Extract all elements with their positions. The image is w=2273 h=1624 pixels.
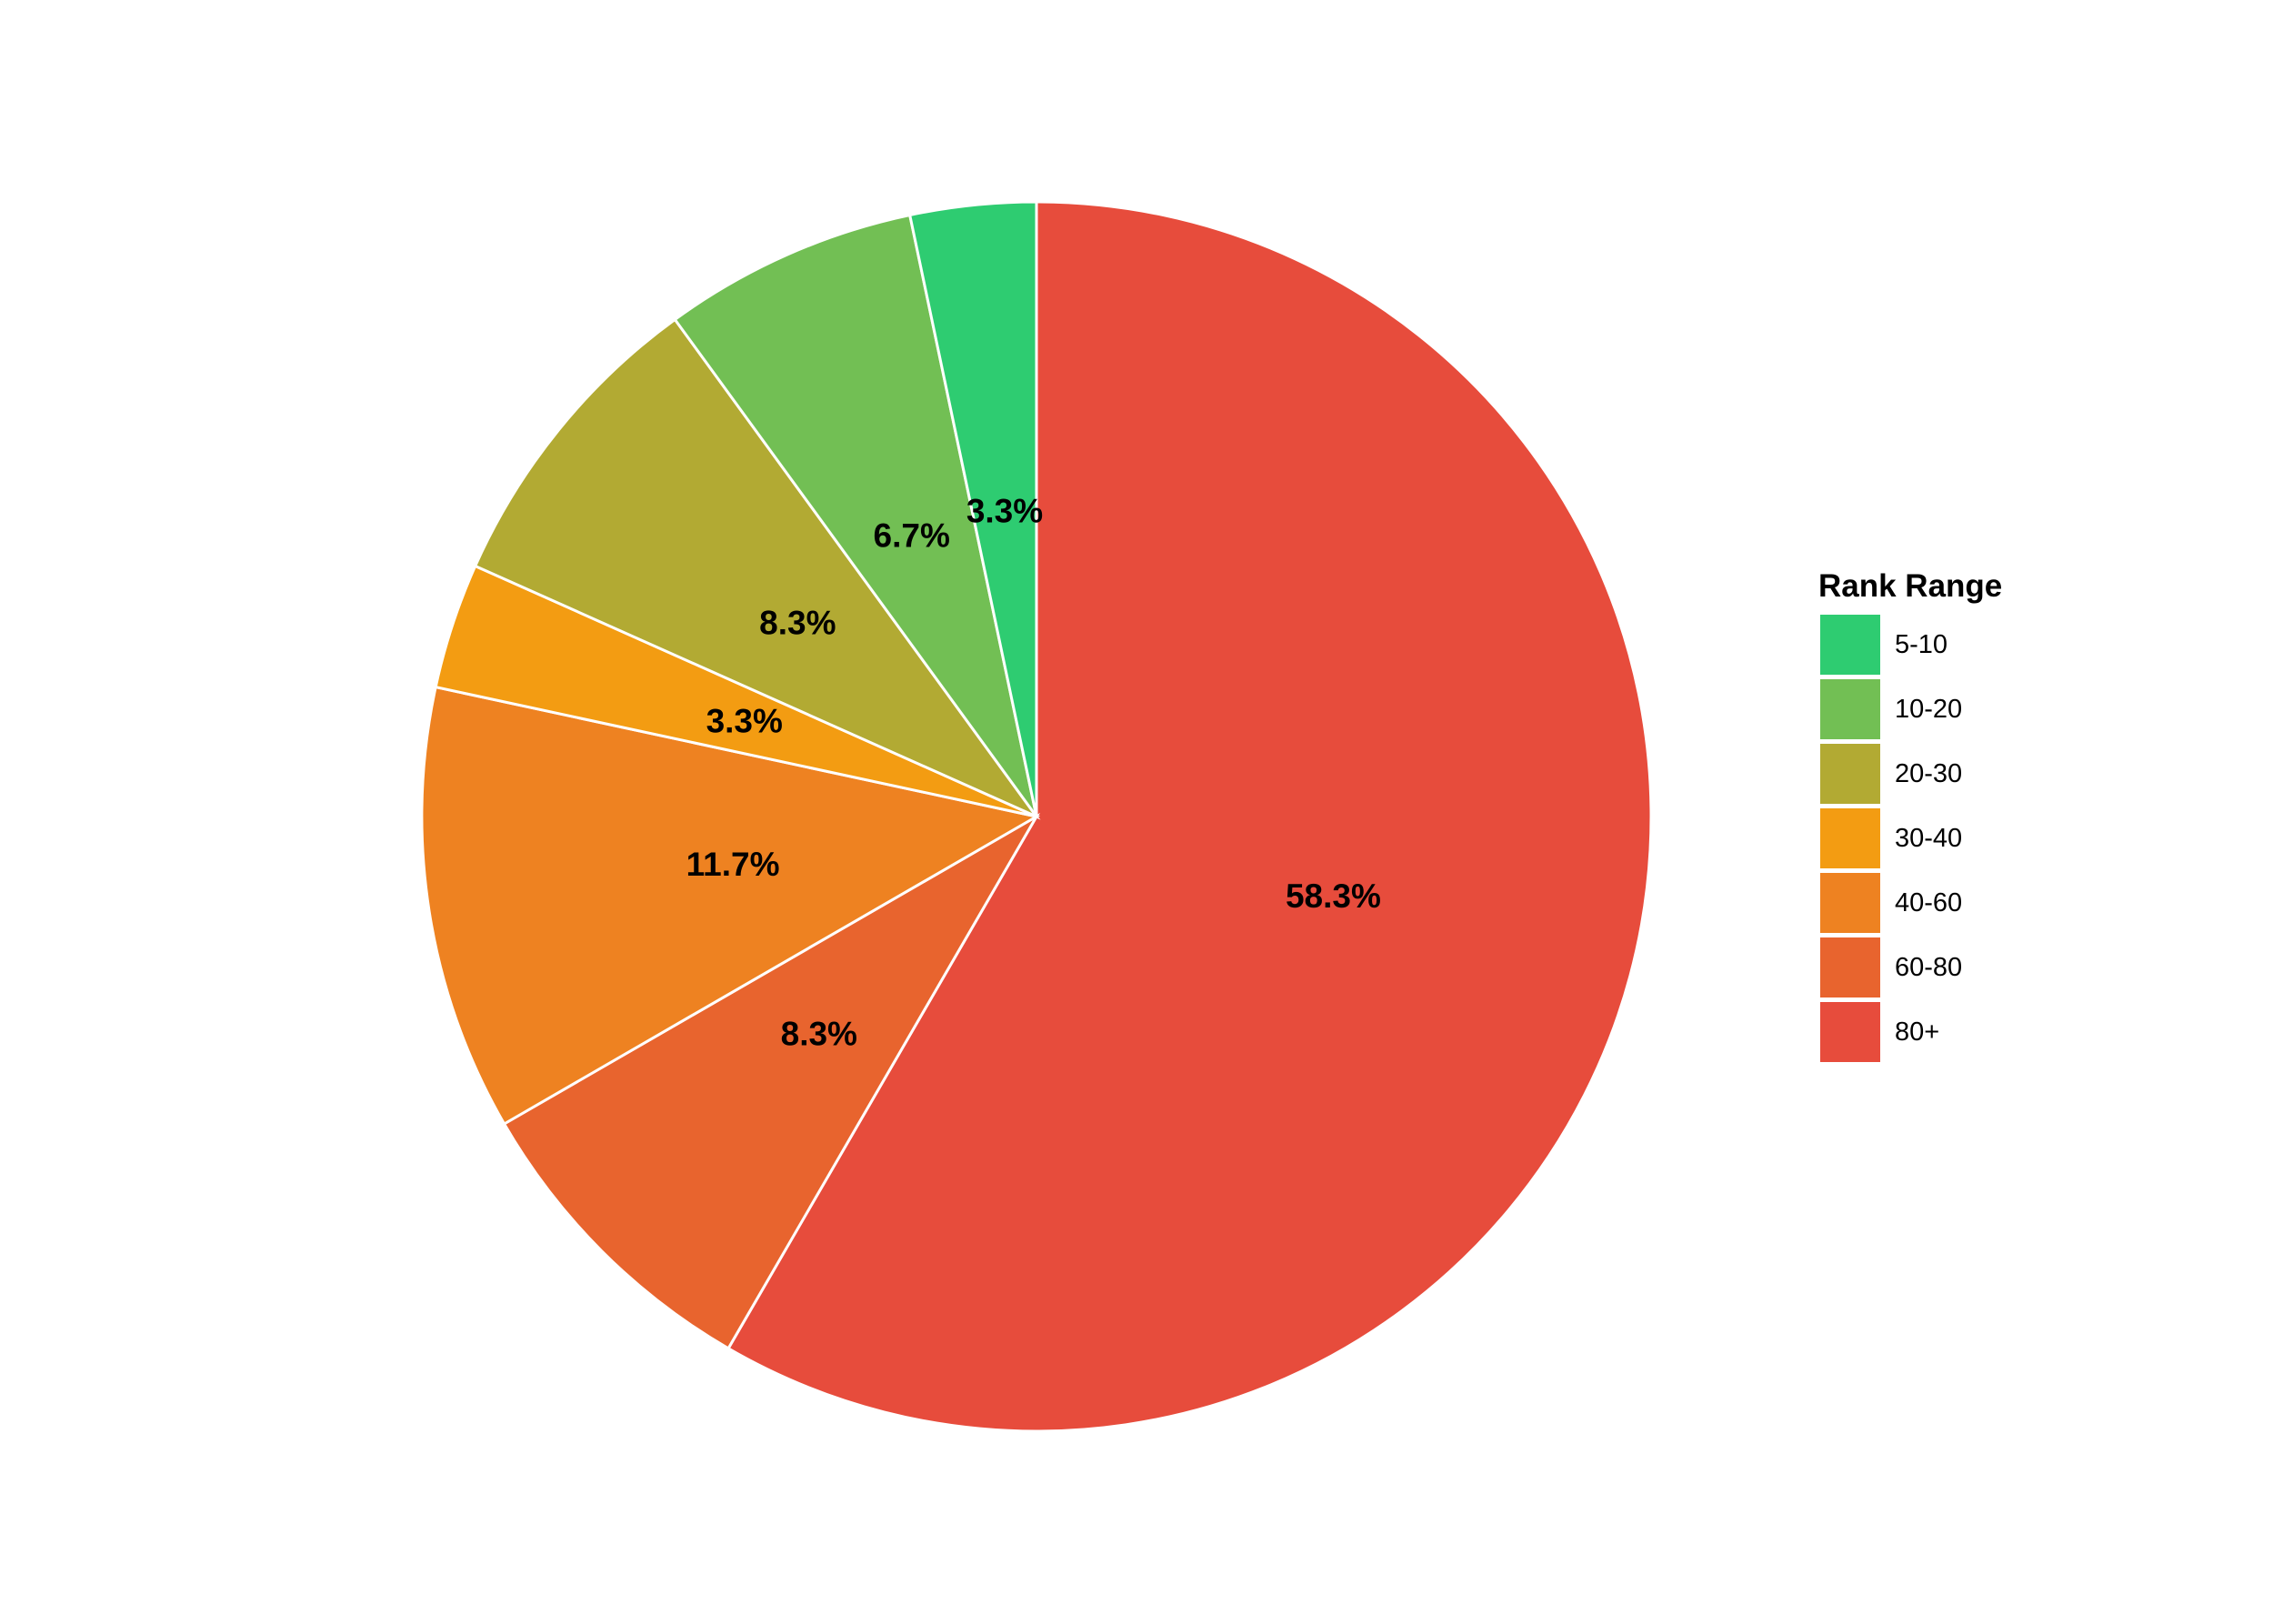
legend: Rank Range 5-10 10-20 20-30 30-40 40-60 60-80…: [1818, 568, 2002, 1062]
legend-swatch-80plus: [1820, 1002, 1880, 1062]
legend-swatch-5-10: [1820, 615, 1880, 675]
legend-items: 5-10 10-20 20-30 30-40 40-60 60-80 80+: [1820, 615, 1962, 1062]
pie-slice-labels: 58.3% 8.3% 11.7% 3.3% 8.3% 6.7% 3.3%: [686, 492, 1381, 1052]
slice-label-30-40: 3.3%: [706, 702, 783, 739]
pie-slices: [420, 200, 1653, 1433]
slice-label-60-80: 8.3%: [781, 1015, 857, 1052]
legend-label-30-40: 30-40: [1895, 824, 1962, 853]
slice-label-10-20: 6.7%: [874, 517, 950, 555]
legend-swatch-10-20: [1820, 679, 1880, 739]
legend-label-5-10: 5-10: [1895, 630, 1948, 659]
pie-slice-80plus: [726, 200, 1653, 1433]
slice-label-5-10: 3.3%: [966, 492, 1043, 529]
legend-title: Rank Range: [1818, 568, 2002, 604]
legend-swatch-30-40: [1820, 808, 1880, 868]
slice-label-80plus: 58.3%: [1286, 877, 1381, 915]
legend-label-80plus: 80+: [1895, 1018, 1939, 1047]
pie-slice-40-60: [420, 685, 1041, 1127]
pie-slice-10-20: [673, 213, 1038, 817]
legend-swatch-40-60: [1820, 873, 1880, 933]
legend-label-60-80: 60-80: [1895, 953, 1962, 982]
pie-slice-20-30: [473, 317, 1041, 820]
legend-swatch-20-30: [1820, 744, 1880, 804]
legend-label-10-20: 10-20: [1895, 695, 1962, 724]
legend-label-20-30: 20-30: [1895, 759, 1962, 788]
legend-label-40-60: 40-60: [1895, 888, 1962, 917]
legend-swatch-60-80: [1820, 937, 1880, 997]
slice-label-20-30: 8.3%: [759, 605, 836, 642]
pie-slice-5-10: [907, 200, 1038, 817]
slice-label-40-60: 11.7%: [686, 846, 780, 883]
pie-slice-60-80: [502, 812, 1041, 1350]
